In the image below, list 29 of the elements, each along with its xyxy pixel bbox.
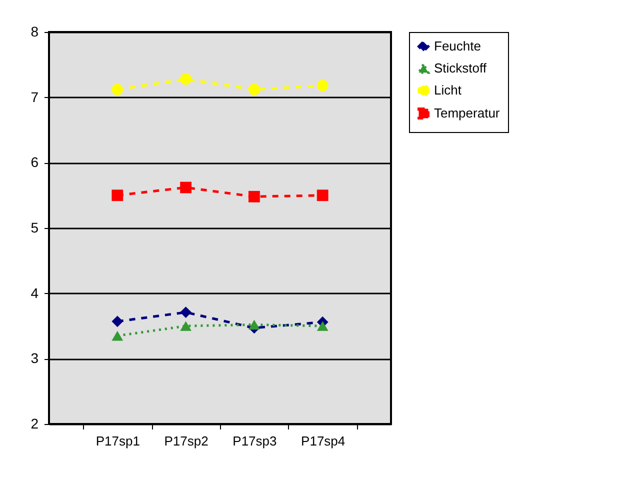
legend-label: Temperatur <box>434 106 500 120</box>
point <box>248 190 260 202</box>
legend-label: Feuchte <box>434 38 481 54</box>
y-tick-label: 8 <box>30 24 39 40</box>
point <box>316 321 328 331</box>
legend-label: Licht <box>434 82 462 98</box>
point <box>248 320 260 330</box>
point <box>316 190 328 202</box>
x-tick-label: P17sp1 <box>96 434 140 448</box>
point <box>112 190 124 202</box>
x-tick-label: P17sp2 <box>164 434 208 448</box>
point <box>248 84 260 96</box>
point <box>180 321 192 331</box>
point <box>316 80 328 92</box>
y-tick-label: 7 <box>30 88 39 105</box>
y-tick-label: 4 <box>30 284 39 301</box>
point <box>112 316 124 328</box>
x-tick-label: P17sp4 <box>301 434 346 448</box>
y-tick-label: 6 <box>30 154 39 170</box>
point <box>112 84 124 96</box>
point <box>112 330 124 341</box>
y-tick-label: 2 <box>30 416 39 432</box>
point <box>180 182 192 194</box>
legend-label: Stickstoff <box>434 60 487 76</box>
point <box>180 306 192 318</box>
y-tick-label: 3 <box>30 350 39 366</box>
point <box>180 73 192 85</box>
y-tick-label: 5 <box>30 220 39 236</box>
x-tick-label: P17sp3 <box>232 434 277 448</box>
